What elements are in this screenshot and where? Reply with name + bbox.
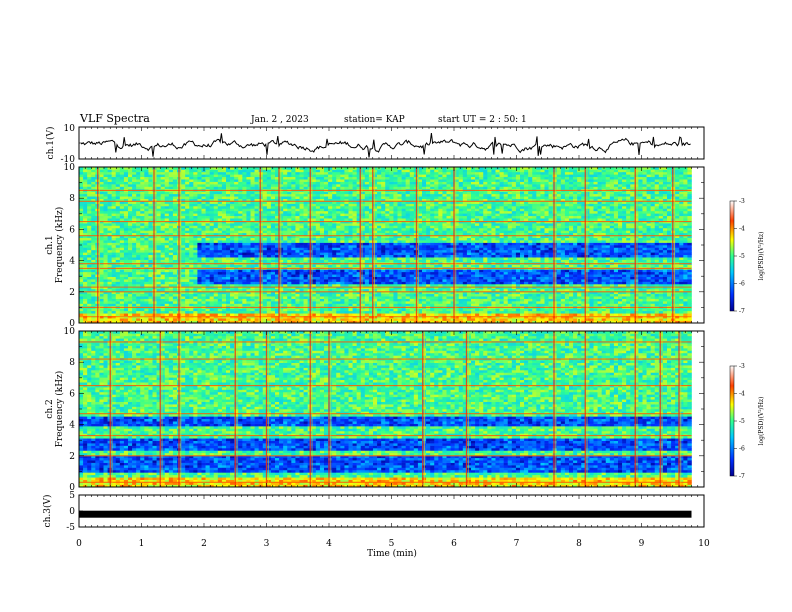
colorbar-tick-label: -3 [739, 198, 745, 205]
y-tick-label: 10 [64, 163, 76, 173]
y-tick-label: 8 [69, 358, 75, 368]
y-tick-label: 2 [69, 288, 75, 298]
x-axis-label: Time (min) [367, 548, 417, 559]
x-axis-tick-labels: 0 1 2 3 4 5 6 7 8 9 10 [76, 539, 710, 549]
ch1-colorbar-label: log(PSD)(V²/Hz) [758, 232, 765, 281]
ch2-colorbar-label: log(PSD)(V²/Hz) [758, 397, 765, 446]
ch1-waveform-ylabel: ch.1(V) [45, 127, 56, 160]
colorbar-tick-label: -4 [739, 226, 745, 233]
ch1-colorbar [729, 200, 735, 312]
colorbar-tick-label: -7 [739, 473, 745, 480]
ch3-waveform-ylabel: ch.3(V) [42, 495, 53, 528]
y-tick-label: 2 [69, 452, 75, 462]
x-tick-label: 4 [326, 539, 332, 549]
ch2-colorbar-ticks: -3 -4 -5 -6 -7 [734, 363, 745, 480]
ch1-waveform-trace [80, 132, 691, 158]
colorbar-tick-label: -7 [739, 308, 745, 315]
x-tick-label: 5 [389, 539, 395, 549]
header-start-time: start UT = 2 : 50: 1 [438, 115, 527, 125]
ch2-spectrogram-heatmap [79, 331, 692, 488]
colorbar-tick-label: -6 [739, 281, 745, 288]
ch3-waveform-trace [79, 510, 692, 518]
ch1-spectrogram-ticks: 0 2 4 6 8 10 [64, 163, 705, 329]
x-tick-label: 2 [201, 539, 207, 549]
y-tick-label: 6 [69, 225, 75, 235]
y-tick-label: 6 [69, 389, 75, 399]
ch3-waveform-panel: 5 0 -5 ch.3(V) [42, 491, 705, 533]
x-tick-label: 9 [639, 539, 645, 549]
chart-title: VLF Spectra [79, 112, 150, 125]
ch2-spectrogram-ylabel-line2: Frequency (kHz) [54, 371, 65, 448]
ch1-waveform-ticks [78, 126, 705, 160]
ch1-spectrogram-ylabel-line2: Frequency (kHz) [54, 207, 65, 284]
x-tick-label: 10 [698, 539, 710, 549]
x-tick-label: 1 [139, 539, 145, 549]
ch1-spectrogram-heatmap [79, 167, 692, 324]
y-tick-label: 0 [69, 483, 75, 493]
x-tick-label: 0 [76, 539, 82, 549]
ch1-spectrogram-ylabel-line1: ch.1 [45, 235, 55, 254]
y-tick-label: 4 [69, 421, 75, 431]
colorbar-tick-label: -5 [739, 418, 745, 425]
header-station: station= KAP [344, 115, 405, 125]
x-tick-label: 8 [576, 539, 582, 549]
ch2-spectrogram-ticks: 0 2 4 6 8 10 [64, 327, 705, 493]
colorbar-tick-label: -3 [739, 363, 745, 370]
x-tick-label: 7 [514, 539, 520, 549]
ch1-waveform-frame [78, 126, 705, 160]
colorbar-tick-label: -6 [739, 446, 745, 453]
ch1-waveform-panel: 10 -10 ch.1(V) [45, 124, 705, 165]
ch3-ytick-bottom: -5 [66, 523, 75, 533]
header-date: Jan. 2 , 2023 [250, 115, 309, 125]
y-tick-label: 4 [69, 257, 75, 267]
y-tick-label: 0 [69, 319, 75, 329]
ch3-waveform-ticks [78, 494, 705, 528]
y-tick-label: 10 [64, 327, 76, 337]
ch1-colorbar-ticks: -3 -4 -5 -6 -7 [734, 198, 745, 315]
colorbar-tick-label: -4 [739, 391, 745, 398]
ch2-colorbar [729, 365, 735, 477]
ch1-ytick-top: 10 [64, 124, 76, 134]
y-tick-label: 8 [69, 194, 75, 204]
ch1-ytick-bottom: -10 [61, 155, 76, 165]
x-tick-label: 6 [451, 539, 457, 549]
x-tick-label: 3 [264, 539, 270, 549]
colorbar-tick-label: -5 [739, 253, 745, 260]
ch2-spectrogram-ylabel-line1: ch.2 [45, 399, 55, 418]
ch3-ytick-top: 5 [69, 491, 75, 501]
ch3-ytick-mid: 0 [69, 507, 75, 517]
